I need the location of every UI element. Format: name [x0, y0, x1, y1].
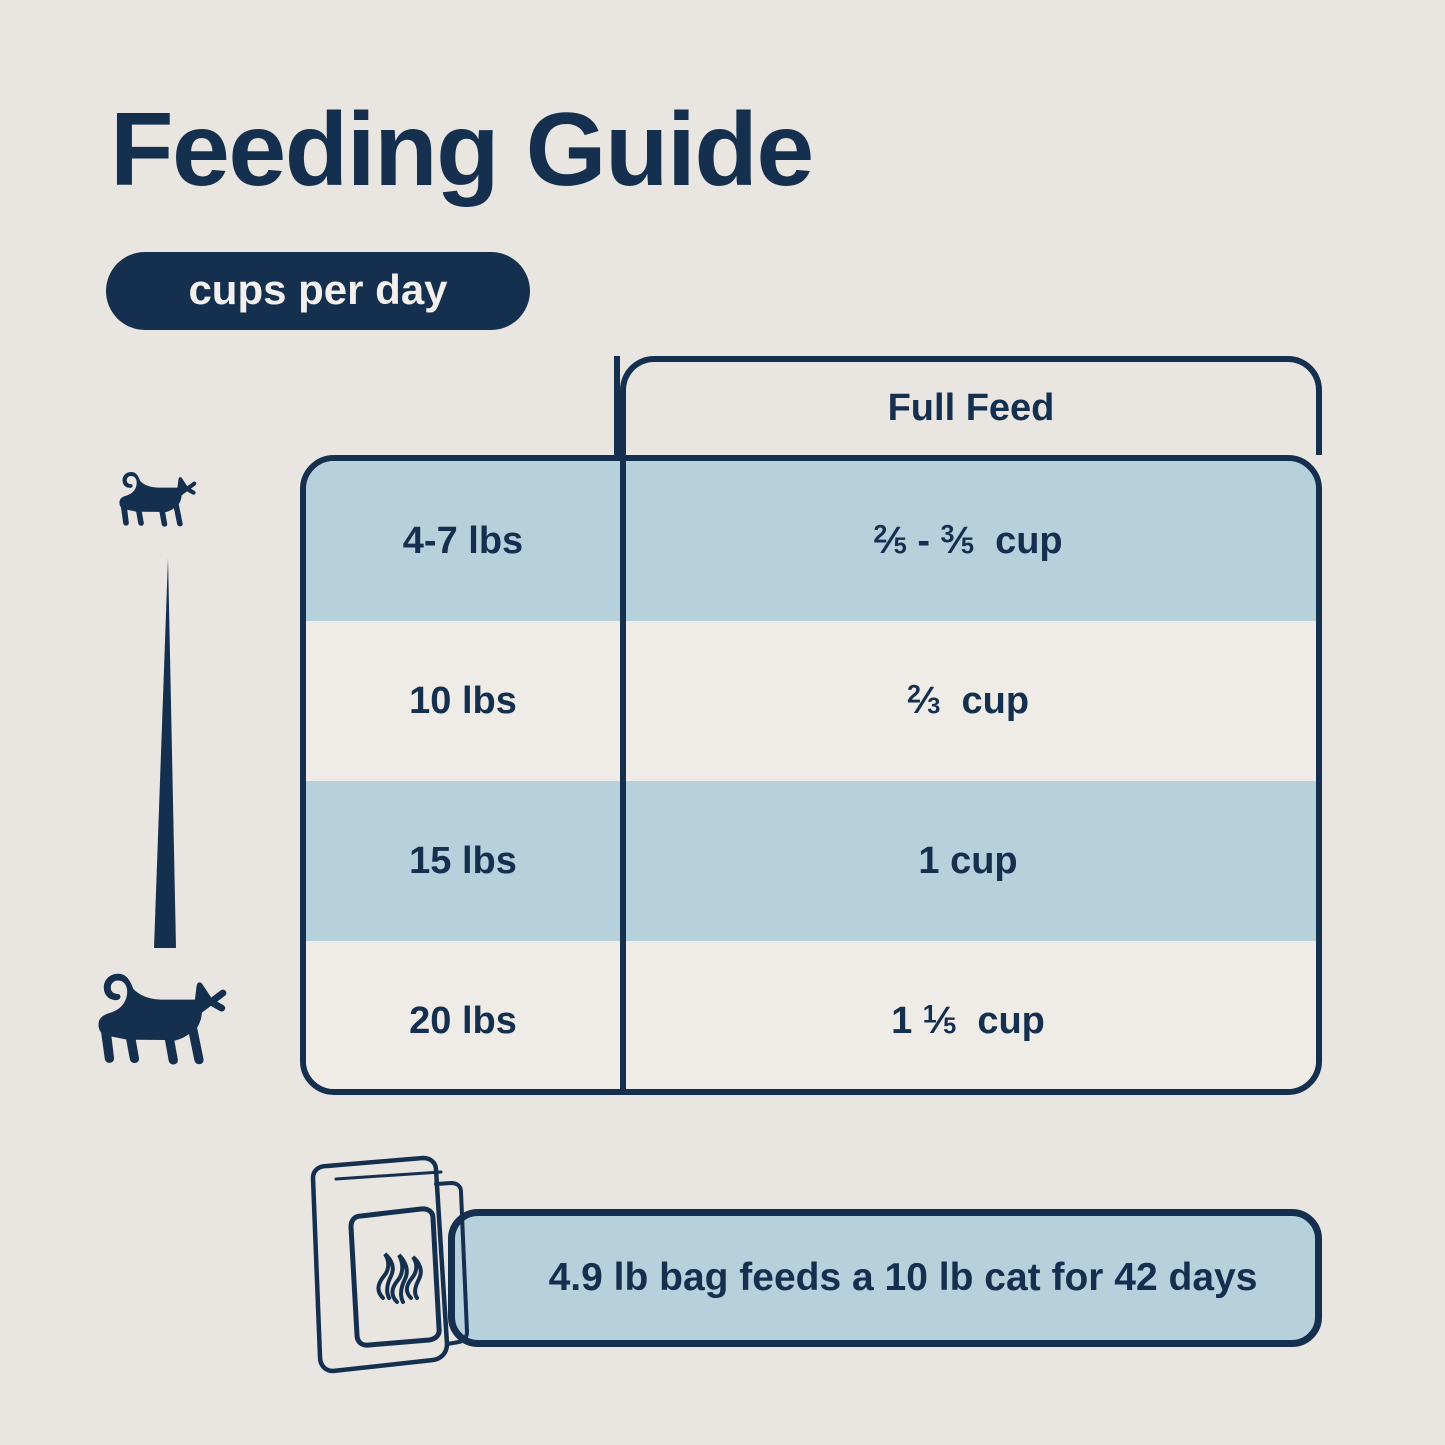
- cups-per-day-badge: cups per day: [106, 252, 530, 330]
- table-cell-weight: 15 lbs: [409, 839, 517, 882]
- table-cell-weight: 4-7 lbs: [402, 519, 524, 562]
- table-row: 10 lbs 2⁄3 cup: [306, 621, 1316, 781]
- table-cell-amount: 1 cup: [918, 839, 1018, 882]
- table-column-header-label: Full Feed: [887, 387, 1055, 429]
- table-row: 4-7 lbs 2⁄5 - 3⁄5 cup: [306, 461, 1316, 621]
- table-cell-amount: 1 1⁄5 cup: [891, 999, 1045, 1042]
- table-column-header-full-feed: Full Feed: [620, 356, 1322, 455]
- table-cell-weight: 20 lbs: [409, 999, 517, 1042]
- table-row: 20 lbs 1 1⁄5 cup: [306, 941, 1316, 1089]
- table-body: 4-7 lbs 2⁄5 - 3⁄5 cup 10 lbs 2⁄3 cup 15 …: [300, 455, 1322, 1095]
- feeding-table: Full Feed 4-7 lbs 2⁄5 - 3⁄5 cup 10 lbs 2…: [300, 356, 1322, 1096]
- cups-per-day-badge-label: cups per day: [188, 266, 448, 313]
- table-cell-weight: 10 lbs: [409, 679, 517, 722]
- cat-size-scale: [72, 462, 302, 1102]
- bag-duration-banner: 4.9 lb bag feeds a 10 lb cat for 42 days: [448, 1209, 1322, 1347]
- flame-swirl-icon: [376, 1252, 423, 1304]
- table-row: 15 lbs 1 cup: [306, 781, 1316, 941]
- table-cell-amount: 2⁄5 - 3⁄5 cup: [873, 519, 1063, 562]
- food-bag-icon: [310, 1155, 469, 1374]
- table-column-divider: [620, 461, 626, 1089]
- cat-walking-small-icon: [119, 472, 197, 527]
- table-cell-amount: 2⁄3 cup: [906, 679, 1030, 722]
- size-scale-wedge-icon: [154, 558, 176, 948]
- cat-walking-large-icon: [98, 973, 227, 1065]
- table-column-divider-top: [614, 356, 620, 455]
- page-title: Feeding Guide: [110, 92, 814, 208]
- bag-duration-banner-label: 4.9 lb bag feeds a 10 lb cat for 42 days: [548, 1256, 1258, 1299]
